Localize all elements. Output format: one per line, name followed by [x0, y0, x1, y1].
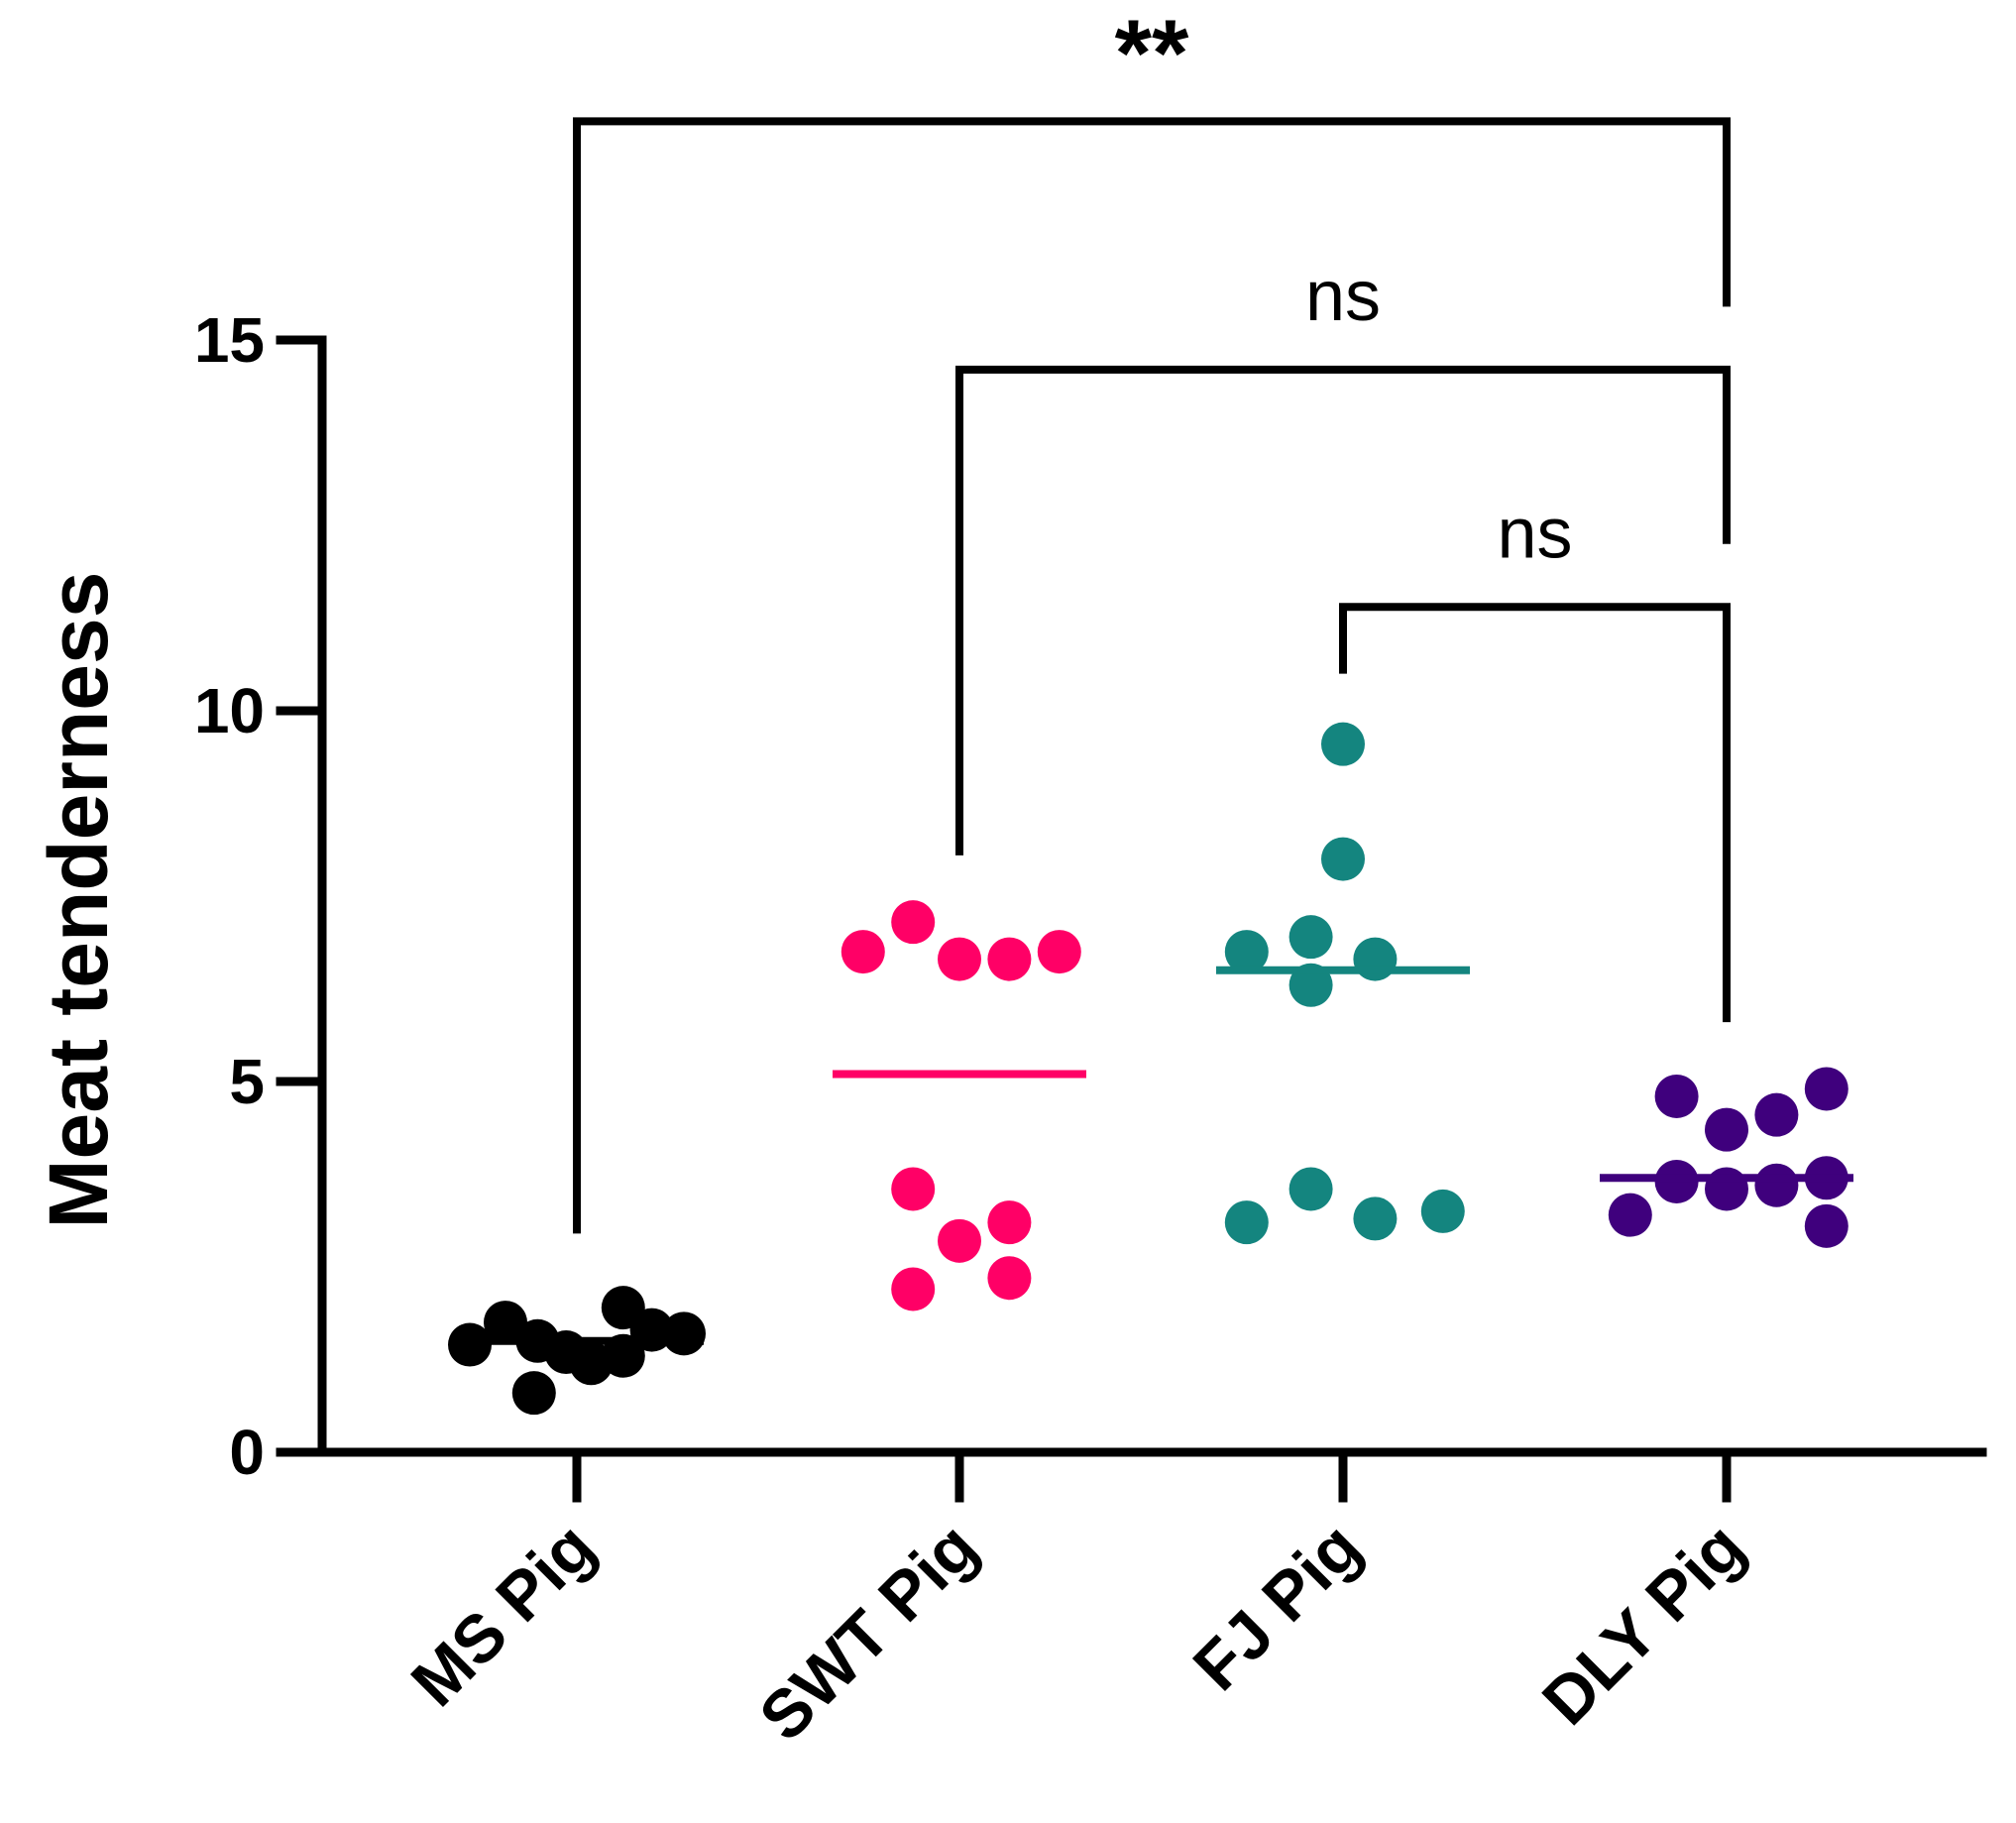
- data-point: [938, 1218, 981, 1263]
- significance-bracket: [573, 117, 1731, 1234]
- y-tick-label: 10: [194, 675, 265, 746]
- data-point: [1804, 1067, 1848, 1111]
- mean-lines: [450, 966, 1853, 1345]
- x-tick-label: SWT Pig: [745, 1509, 992, 1756]
- data-point: [1288, 915, 1333, 960]
- data-point: [662, 1311, 706, 1356]
- data-point: [1353, 937, 1398, 981]
- data-point: [891, 900, 936, 945]
- significance-brackets: ** ns ns: [573, 0, 1731, 1234]
- data-point: [1608, 1193, 1652, 1237]
- data-point: [987, 1200, 1032, 1245]
- data-point: [840, 930, 885, 974]
- data-point: [938, 937, 981, 981]
- data-point: [1420, 1189, 1465, 1233]
- data-point: [1321, 837, 1365, 881]
- axes: 0 5 10 15 MS Pig SWT Pig FJ Pig DLY Pig: [194, 304, 1987, 1756]
- significance-label: ns: [1305, 257, 1381, 336]
- data-point: [1705, 1167, 1748, 1211]
- data-point: [1705, 1107, 1748, 1152]
- data-point: [1754, 1163, 1799, 1207]
- data-point: [1037, 930, 1081, 974]
- data-point: [484, 1301, 527, 1345]
- data-point: [891, 1267, 936, 1311]
- significance-bracket: [955, 365, 1731, 855]
- data-point: [891, 1167, 936, 1211]
- data-point: [511, 1371, 556, 1416]
- y-axis-label: Meat tenderness: [32, 572, 125, 1229]
- significance-bracket: [1339, 603, 1731, 1023]
- x-tick-label: MS Pig: [397, 1509, 610, 1721]
- data-point: [1288, 1167, 1333, 1211]
- data-point: [1804, 1203, 1848, 1248]
- data-point: [1654, 1074, 1699, 1118]
- significance-label: ns: [1497, 494, 1572, 573]
- data-point: [1224, 1200, 1269, 1245]
- x-tick-label: FJ Pig: [1179, 1509, 1376, 1705]
- y-tick-label: 0: [229, 1417, 265, 1488]
- y-tick-label: 15: [194, 304, 265, 376]
- data-point: [1224, 930, 1269, 974]
- data-point: [1754, 1092, 1799, 1137]
- significance-label: **: [1115, 0, 1189, 106]
- data-point: [1353, 1196, 1398, 1241]
- data-point: [987, 937, 1032, 981]
- data-points: [448, 722, 1848, 1416]
- data-point: [987, 1256, 1032, 1301]
- data-point: [1321, 722, 1365, 766]
- y-tick-label: 5: [229, 1046, 265, 1117]
- x-tick-label: DLY Pig: [1528, 1509, 1759, 1740]
